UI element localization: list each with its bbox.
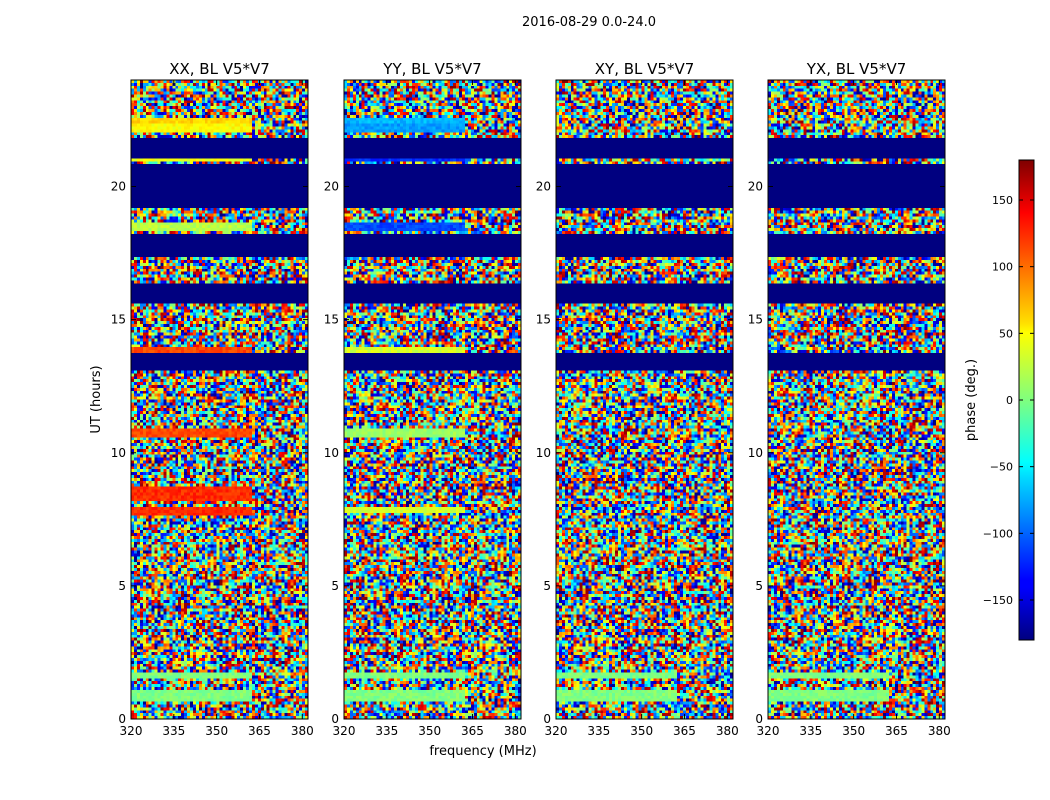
colorbar: 150 100 50 0 −50 −100 −150 phase (deg.): [964, 159, 1035, 641]
x-axis-label: frequency (MHz): [429, 744, 536, 759]
y-tick-label: 20: [536, 180, 551, 194]
panel-2: YY, BL V5*V7 320 335 350 365 380 0 5 10 15 20 frequ…: [324, 60, 537, 759]
figure-suptitle: 2016-08-29 0.0-24.0: [522, 15, 656, 30]
axes-frame: [555, 79, 734, 720]
x-tick-label: 335: [587, 724, 610, 738]
x-tick-label: 335: [162, 724, 185, 738]
axes-frame: [343, 79, 522, 720]
y-tick-label: 20: [111, 180, 126, 194]
x-tick-label: 335: [799, 724, 822, 738]
y-tick-label: 5: [331, 579, 339, 593]
y-tick-label: 5: [543, 579, 551, 593]
colorbar-tick-label: 50: [999, 327, 1013, 340]
axes-frame: [130, 79, 309, 720]
panel-1: XX, BL V5*V7 320 335 350 365 380 0 5 10 15 20 UT (h…: [89, 60, 314, 738]
y-tick-label: 20: [748, 180, 763, 194]
x-tick-label: 365: [885, 724, 908, 738]
panel-title: YY, BL V5*V7: [382, 60, 481, 78]
phase-heatmap: [768, 80, 945, 719]
colorbar-tick-label: 100: [992, 261, 1013, 274]
y-tick-label: 5: [118, 579, 126, 593]
y-tick-label: 15: [536, 313, 551, 327]
y-tick-label: 10: [536, 446, 551, 460]
x-tick-label: 320: [757, 724, 780, 738]
x-tick-label: 365: [248, 724, 271, 738]
x-tick-label: 350: [842, 724, 865, 738]
x-tick-label: 365: [461, 724, 484, 738]
x-tick-label: 350: [205, 724, 228, 738]
panel-title: YX, BL V5*V7: [806, 60, 907, 78]
y-tick-label: 15: [324, 313, 339, 327]
x-tick-label: 380: [716, 724, 739, 738]
y-tick-label: 5: [755, 579, 763, 593]
x-tick-label: 380: [928, 724, 951, 738]
x-tick-label: 380: [504, 724, 527, 738]
y-tick-label: 10: [324, 446, 339, 460]
colorbar-tick-label: −50: [990, 461, 1013, 474]
panel-title: XY, BL V5*V7: [595, 60, 695, 78]
x-tick-label: 320: [545, 724, 568, 738]
y-tick-label: 0: [543, 712, 551, 726]
x-tick-label: 350: [630, 724, 653, 738]
phase-heatmap: [344, 80, 521, 719]
panel-title: XX, BL V5*V7: [169, 60, 270, 78]
y-axis-label: UT (hours): [89, 365, 104, 433]
x-tick-label: 365: [673, 724, 696, 738]
phase-heatmap: [556, 80, 733, 719]
y-tick-label: 15: [111, 313, 126, 327]
y-tick-label: 10: [111, 446, 126, 460]
colorbar-label: phase (deg.): [964, 359, 979, 441]
panel-4: YX, BL V5*V7 320 335 350 365 380 0 5 10 15 20: [748, 60, 951, 738]
x-tick-label: 320: [120, 724, 143, 738]
y-tick-label: 15: [748, 313, 763, 327]
x-tick-label: 320: [333, 724, 356, 738]
axes-frame: [767, 79, 946, 720]
x-tick-label: 335: [375, 724, 398, 738]
y-tick-label: 10: [748, 446, 763, 460]
colorbar-tick-label: 0: [1006, 394, 1013, 407]
panel-3: XY, BL V5*V7 320 335 350 365 380 0 5 10 15 20: [536, 60, 739, 738]
y-tick-label: 20: [324, 180, 339, 194]
colorbar-tick-label: −100: [983, 527, 1013, 540]
y-tick-label: 0: [118, 712, 126, 726]
colorbar-tick-label: 150: [992, 194, 1013, 207]
phase-heatmap: [131, 80, 308, 719]
x-tick-label: 350: [418, 724, 441, 738]
y-tick-label: 0: [755, 712, 763, 726]
x-tick-label: 380: [291, 724, 314, 738]
y-tick-label: 0: [331, 712, 339, 726]
colorbar-tick-label: −150: [983, 594, 1013, 607]
